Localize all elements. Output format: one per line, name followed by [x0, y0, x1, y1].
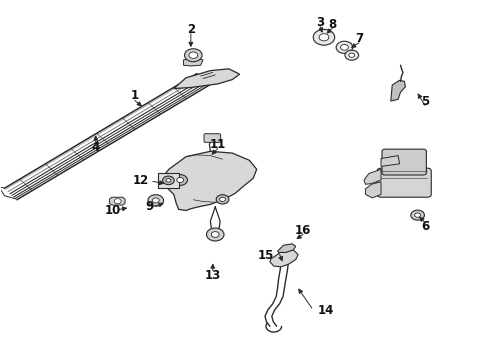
Text: 14: 14 — [317, 305, 333, 318]
Text: 16: 16 — [294, 224, 310, 237]
Text: 1: 1 — [130, 89, 139, 102]
Circle shape — [340, 44, 347, 50]
Text: 5: 5 — [420, 95, 428, 108]
Text: 3: 3 — [315, 16, 324, 29]
Polygon shape — [363, 169, 380, 184]
Circle shape — [188, 52, 197, 58]
Polygon shape — [109, 197, 125, 205]
FancyBboxPatch shape — [381, 149, 426, 175]
Circle shape — [148, 195, 163, 206]
Circle shape — [216, 195, 228, 204]
Text: 8: 8 — [327, 18, 336, 31]
Circle shape — [206, 228, 224, 241]
Text: 9: 9 — [145, 201, 153, 213]
Circle shape — [165, 179, 170, 182]
Circle shape — [219, 197, 225, 202]
Text: 13: 13 — [204, 269, 221, 282]
Text: 10: 10 — [104, 204, 121, 217]
Circle shape — [348, 53, 354, 57]
Circle shape — [152, 198, 159, 203]
Polygon shape — [365, 182, 380, 198]
Polygon shape — [173, 69, 239, 89]
Circle shape — [176, 177, 183, 183]
Circle shape — [319, 34, 328, 41]
Text: 2: 2 — [186, 23, 195, 36]
Circle shape — [313, 30, 334, 45]
Polygon shape — [161, 151, 256, 211]
FancyBboxPatch shape — [376, 168, 430, 197]
Circle shape — [344, 50, 358, 60]
FancyBboxPatch shape — [158, 173, 178, 188]
Polygon shape — [380, 156, 399, 166]
Text: 4: 4 — [91, 141, 100, 154]
Circle shape — [410, 210, 424, 220]
Text: 15: 15 — [257, 249, 273, 262]
Circle shape — [172, 175, 187, 185]
Text: 12: 12 — [133, 174, 149, 186]
Polygon shape — [390, 80, 405, 101]
Text: 6: 6 — [420, 220, 428, 233]
Circle shape — [162, 176, 174, 185]
Circle shape — [211, 231, 219, 237]
Polygon shape — [269, 250, 298, 267]
Circle shape — [114, 199, 121, 204]
Text: 7: 7 — [354, 32, 363, 45]
Circle shape — [184, 49, 202, 62]
FancyBboxPatch shape — [203, 134, 220, 142]
Text: 11: 11 — [209, 138, 225, 150]
Circle shape — [414, 213, 420, 217]
Polygon shape — [277, 244, 295, 252]
Polygon shape — [183, 58, 203, 66]
Circle shape — [335, 41, 352, 53]
